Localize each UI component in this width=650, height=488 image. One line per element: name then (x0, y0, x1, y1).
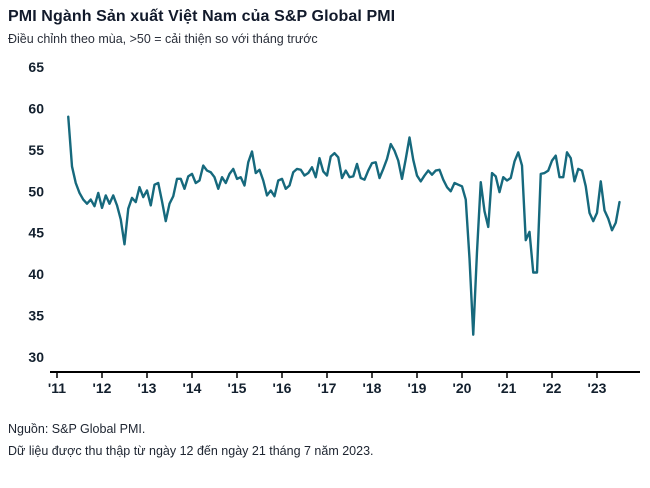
y-tick-label: 40 (28, 266, 44, 282)
x-tick-label: '22 (543, 380, 562, 396)
x-tick-label: '20 (453, 380, 472, 396)
y-tick-label: 55 (28, 142, 44, 158)
chart-footer: Nguồn: S&P Global PMI. Dữ liệu được thu … (0, 419, 650, 463)
x-tick-label: '21 (498, 380, 517, 396)
y-tick-label: 35 (28, 308, 44, 324)
y-tick-label: 50 (28, 183, 44, 199)
y-tick-label: 45 (28, 225, 44, 241)
x-tick-label: '15 (228, 380, 247, 396)
x-tick-label: '18 (363, 380, 382, 396)
pmi-line-chart: 30 35 40 45 50 55 60 65 '11 '12 '13 '14 '15 '16 '17 '18… (28, 59, 640, 396)
x-tick-label: '11 (48, 380, 66, 396)
x-tick-label: '14 (183, 380, 202, 396)
x-tick-label: '19 (408, 380, 427, 396)
y-tick-label: 65 (28, 59, 44, 75)
x-tick-label: '12 (93, 380, 112, 396)
x-tick-label: '17 (318, 380, 337, 396)
chart-area: 30 35 40 45 50 55 60 65 '11 '12 '13 '14 '15 '16 '17 '18… (0, 52, 650, 409)
chart-subtitle: Điều chỉnh theo mùa, >50 = cải thiện so … (8, 32, 318, 46)
y-tick-label: 30 (28, 349, 44, 365)
source-note: Nguồn: S&P Global PMI. (8, 422, 146, 436)
y-tick-label: 60 (28, 100, 44, 116)
x-tick-label: '16 (273, 380, 292, 396)
x-tick-label: '23 (588, 380, 607, 396)
chart-title: PMI Ngành Sản xuất Việt Nam của S&P Glob… (8, 8, 396, 25)
x-tick-label: '13 (138, 380, 157, 396)
collection-note: Dữ liệu được thu thập từ ngày 12 đến ngà… (8, 443, 374, 458)
pmi-series-line (67, 115, 621, 336)
